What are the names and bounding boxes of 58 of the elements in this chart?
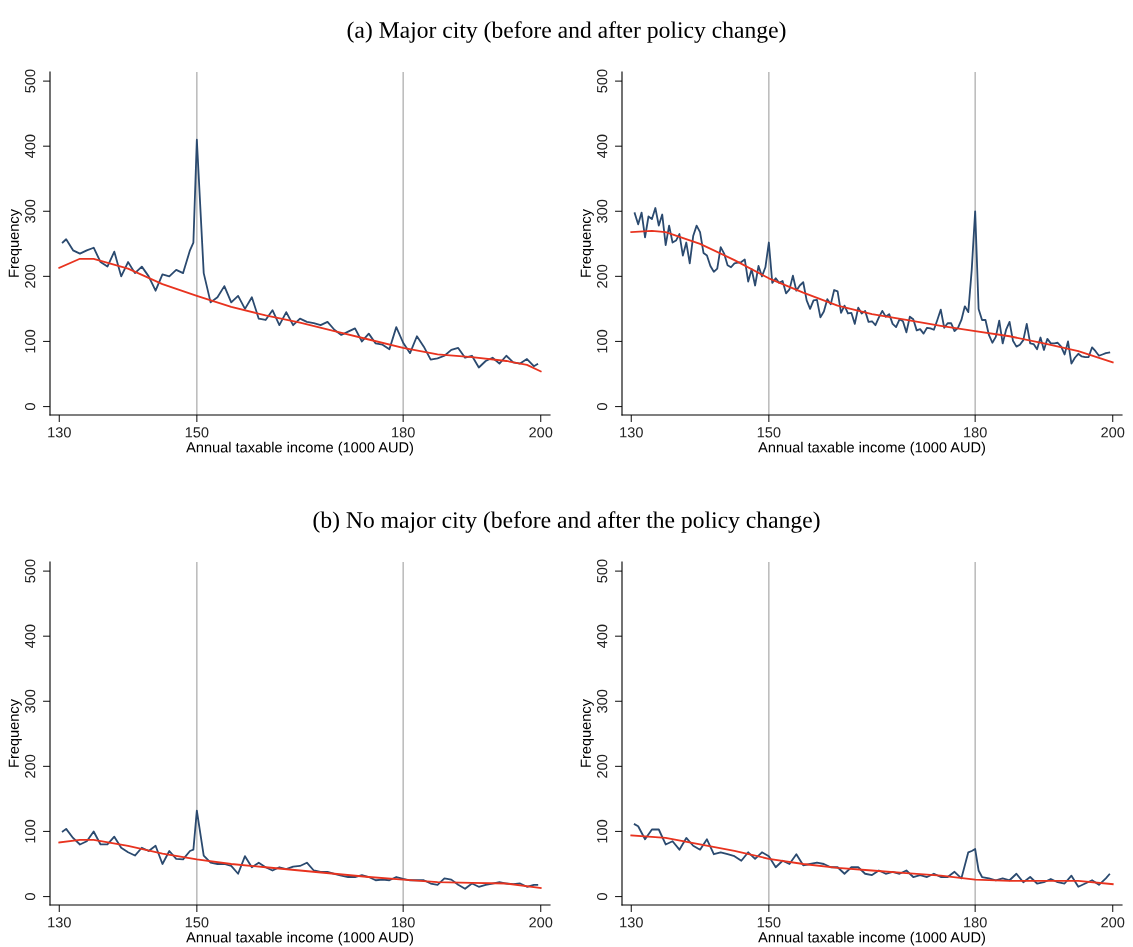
x-tick-label: 130 (48, 427, 71, 438)
y-tick-label: 100 (596, 819, 608, 843)
y-tick-label: 200 (24, 754, 36, 778)
y-tick-label: 0 (24, 403, 36, 411)
x-axis-title: Annual taxable income (1000 AUD) (186, 441, 413, 456)
y-tick-label: 100 (596, 329, 608, 353)
y-tick-label: 0 (596, 403, 608, 411)
y-tick-label: 400 (596, 624, 608, 649)
y-tick-label: 400 (24, 624, 36, 649)
x-tick-label: 180 (392, 427, 415, 438)
y-tick-label: 500 (596, 69, 608, 93)
x-tick-label: 150 (185, 427, 209, 438)
x-tick-label: 150 (757, 917, 781, 928)
y-tick-label: 500 (24, 559, 36, 583)
y-axis-title: Frequency (580, 209, 594, 277)
y-tick-label: 500 (596, 559, 608, 583)
x-tick-label: 200 (529, 917, 553, 928)
y-tick-label: 500 (24, 69, 36, 93)
chart-title: (a) Major city (before and after policy change) (347, 21, 786, 43)
line-series (630, 229, 1114, 364)
y-tick-label: 0 (24, 893, 36, 901)
x-tick-label: 180 (392, 917, 415, 928)
y-tick-label: 300 (24, 689, 36, 713)
y-tick-label: 300 (24, 199, 36, 223)
y-tick-label: 100 (24, 819, 36, 843)
x-tick-label: 200 (1101, 917, 1125, 928)
y-tick-label: 200 (596, 754, 608, 778)
line-series (633, 207, 1111, 365)
x-axis-title: Annual taxable income (1000 AUD) (186, 931, 413, 946)
x-tick-label: 200 (529, 427, 553, 438)
x-tick-label: 130 (48, 917, 71, 928)
line-series (61, 138, 539, 369)
x-tick-label: 180 (964, 427, 987, 438)
line-series (58, 839, 542, 889)
line-series (633, 823, 1111, 888)
x-tick-label: 130 (620, 917, 643, 928)
y-tick-label: 300 (596, 689, 608, 713)
y-tick-label: 100 (24, 329, 36, 353)
x-axis-title: Annual taxable income (1000 AUD) (758, 441, 985, 456)
x-tick-label: 180 (964, 917, 987, 928)
line-series (58, 257, 542, 373)
y-tick-label: 0 (596, 893, 608, 901)
x-tick-label: 200 (1101, 427, 1125, 438)
chart-title: (b) No major city (before and after the policy change) (313, 511, 820, 533)
line-series (630, 834, 1114, 886)
y-axis-title: Frequency (8, 699, 22, 767)
y-tick-label: 200 (24, 264, 36, 288)
x-tick-label: 130 (620, 427, 643, 438)
y-tick-label: 400 (596, 134, 608, 159)
y-tick-label: 200 (596, 264, 608, 288)
line-series (61, 809, 539, 890)
y-tick-label: 300 (596, 199, 608, 223)
x-tick-label: 150 (757, 427, 781, 438)
x-axis-title: Annual taxable income (1000 AUD) (758, 931, 985, 946)
y-axis-title: Frequency (8, 209, 22, 277)
x-tick-label: 150 (185, 917, 209, 928)
y-axis-title: Frequency (580, 699, 594, 767)
y-tick-label: 400 (24, 134, 36, 159)
